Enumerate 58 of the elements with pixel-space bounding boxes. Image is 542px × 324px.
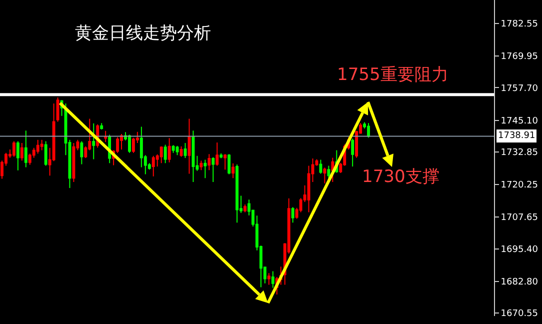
candlestick bbox=[172, 144, 175, 154]
candlestick bbox=[184, 142, 187, 158]
candlestick bbox=[216, 142, 219, 166]
candlestick bbox=[100, 122, 104, 130]
y-tick-label: 1720.25 bbox=[500, 180, 538, 191]
candlestick bbox=[327, 165, 330, 180]
y-tick-label: 1670.55 bbox=[500, 309, 538, 320]
candlestick bbox=[244, 204, 246, 213]
candlestick bbox=[16, 140, 20, 171]
candlestick bbox=[164, 144, 167, 164]
y-tick-label: 1757.70 bbox=[500, 84, 538, 94]
candlestick bbox=[271, 270, 274, 288]
candlestick bbox=[204, 159, 207, 179]
candlestick bbox=[176, 145, 179, 156]
candlestick bbox=[120, 133, 123, 150]
candlestick bbox=[152, 155, 155, 177]
candlestick bbox=[40, 139, 44, 151]
annotation: 1730支撑 bbox=[362, 167, 440, 187]
candlestick bbox=[291, 206, 294, 224]
candlestick bbox=[224, 154, 227, 170]
candlestick bbox=[220, 152, 223, 159]
candlestick bbox=[200, 160, 203, 171]
candlestick bbox=[36, 139, 40, 154]
candlestick bbox=[128, 134, 131, 154]
candlestick bbox=[192, 130, 195, 183]
y-tick-label: 1745.10 bbox=[500, 116, 538, 126]
y-tick-label: 1682.80 bbox=[500, 278, 538, 288]
candlestick bbox=[188, 118, 191, 174]
y-tick-label: 1695.40 bbox=[500, 244, 538, 255]
y-tick-label: 1707.65 bbox=[500, 213, 538, 224]
candlestick bbox=[180, 146, 183, 158]
y-tick-label: 1782.55 bbox=[500, 20, 538, 30]
y-tick-label: 1769.95 bbox=[500, 52, 538, 62]
candlestick bbox=[236, 164, 239, 224]
candlestick bbox=[212, 156, 215, 183]
candlestick bbox=[267, 272, 270, 286]
candlestick bbox=[12, 140, 16, 158]
candlestick bbox=[160, 146, 163, 164]
candlestick bbox=[44, 140, 48, 166]
ref-line-label: 1738.91 bbox=[498, 131, 536, 141]
candlestick bbox=[72, 142, 76, 183]
candlestick bbox=[20, 142, 24, 162]
candlestick bbox=[323, 167, 326, 184]
candlestick bbox=[92, 122, 96, 160]
candlestick bbox=[228, 154, 231, 175]
candlestick bbox=[80, 140, 84, 165]
candlestick bbox=[24, 130, 28, 168]
y-tick-label: 1732.85 bbox=[500, 148, 538, 158]
candlestick bbox=[367, 122, 370, 138]
candlestick bbox=[104, 130, 108, 142]
candlestick bbox=[232, 162, 235, 179]
candlestick bbox=[208, 154, 211, 171]
text: 黄金日线走势分析 bbox=[74, 23, 211, 44]
candlestick bbox=[319, 159, 322, 174]
candlestick bbox=[331, 157, 334, 183]
ref-line-label: 1755重要阻力 bbox=[337, 65, 448, 85]
candlestick bbox=[351, 138, 354, 168]
candlestick bbox=[168, 138, 171, 163]
